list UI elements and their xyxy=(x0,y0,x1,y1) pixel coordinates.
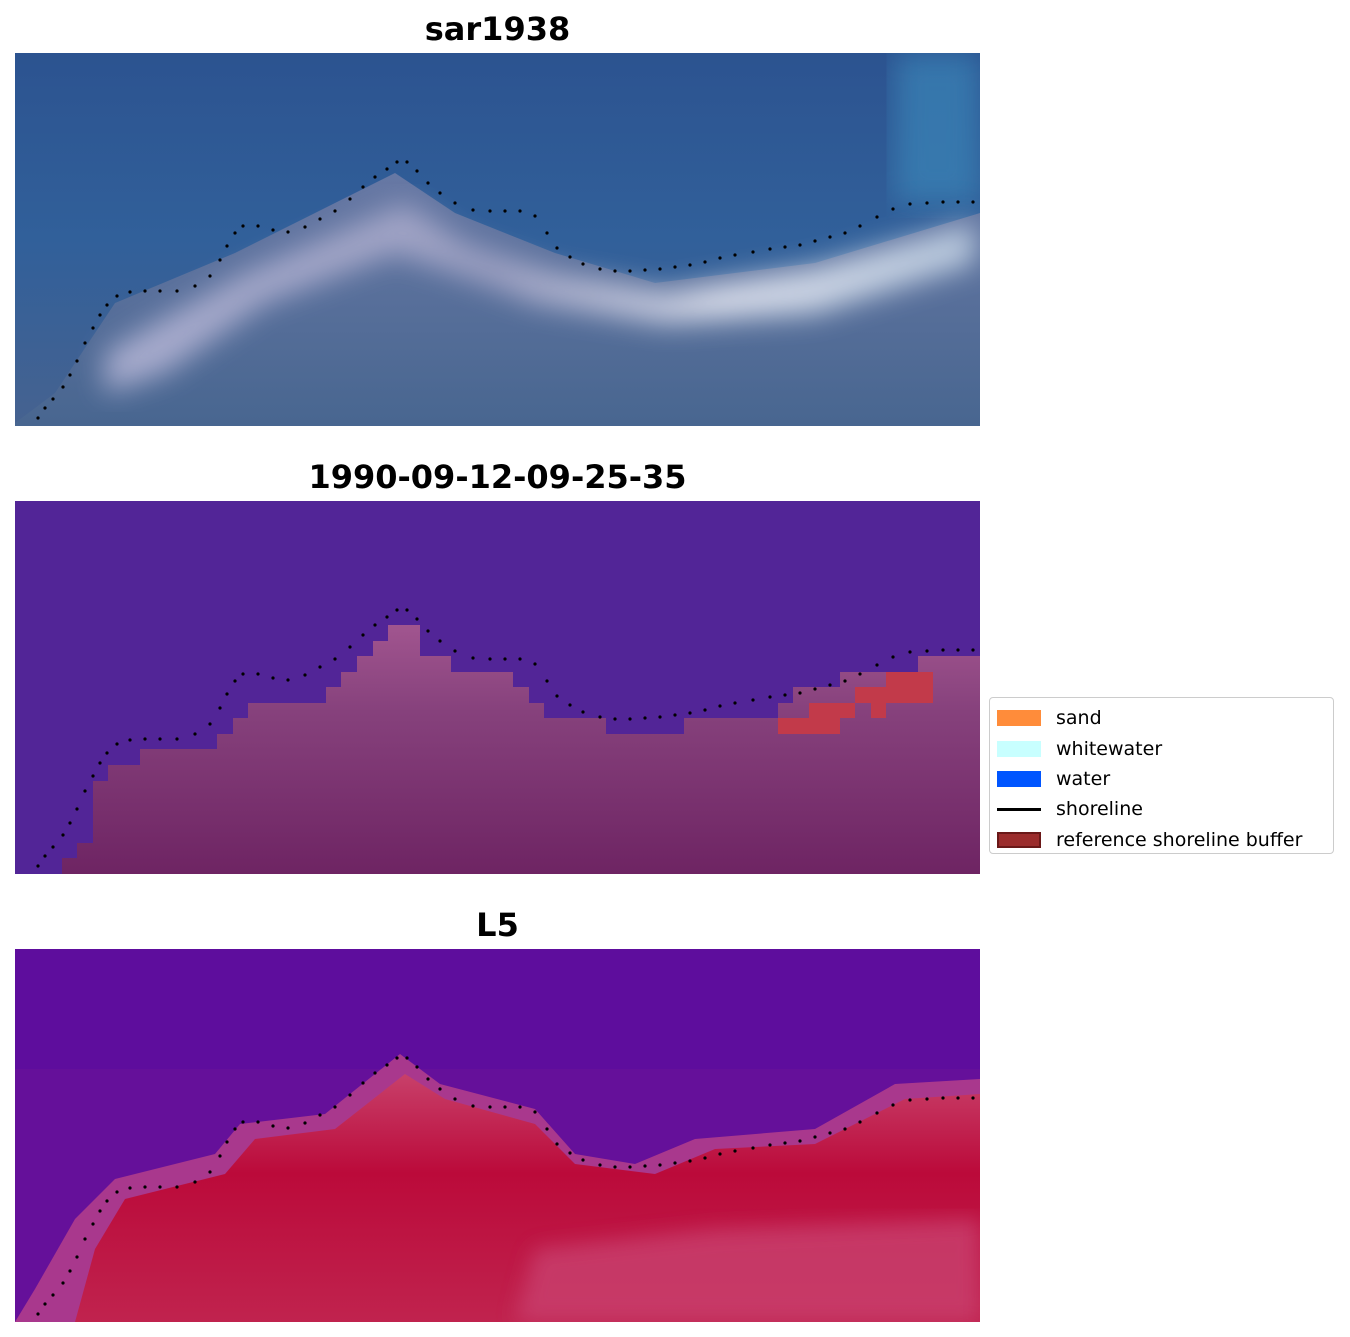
legend-swatch-reference-buffer xyxy=(997,831,1041,848)
shoreline-dots xyxy=(36,160,975,420)
land-class-area xyxy=(62,625,980,874)
legend-label-reference-buffer: reference shoreline buffer xyxy=(1056,828,1303,851)
legend-swatch-whitewater xyxy=(997,740,1041,757)
legend-line-shoreline xyxy=(997,807,1041,811)
panel-title-l5: L5 xyxy=(476,906,519,944)
legend-swatch-water xyxy=(997,770,1041,787)
shoreline-dots xyxy=(36,1056,975,1316)
legend: sand whitewater water shoreline referenc… xyxy=(989,697,1334,854)
legend-swatch-sand xyxy=(997,710,1041,727)
legend-label-whitewater: whitewater xyxy=(1056,737,1163,760)
classification-image xyxy=(15,501,980,874)
panel-title-sar1938: sar1938 xyxy=(424,10,571,48)
legend-label-water: water xyxy=(1056,767,1111,790)
legend-item-sand: sand xyxy=(990,703,1333,733)
panel-title-date: 1990-09-12-09-25-35 xyxy=(308,458,687,496)
index-image xyxy=(15,949,980,1322)
legend-item-water: water xyxy=(990,764,1333,794)
legend-label-sand: sand xyxy=(1056,707,1102,730)
legend-item-whitewater: whitewater xyxy=(990,733,1333,763)
legend-item-reference-buffer: reference shoreline buffer xyxy=(990,825,1333,855)
shoreline-dots xyxy=(36,608,975,868)
classification-panel xyxy=(15,501,980,874)
index-image-panel xyxy=(15,949,980,1322)
rgb-image xyxy=(15,53,980,426)
legend-item-shoreline: shoreline xyxy=(990,794,1333,824)
rgb-image-panel xyxy=(15,53,980,426)
legend-label-shoreline: shoreline xyxy=(1056,798,1143,821)
buffer-overlap xyxy=(778,672,933,734)
